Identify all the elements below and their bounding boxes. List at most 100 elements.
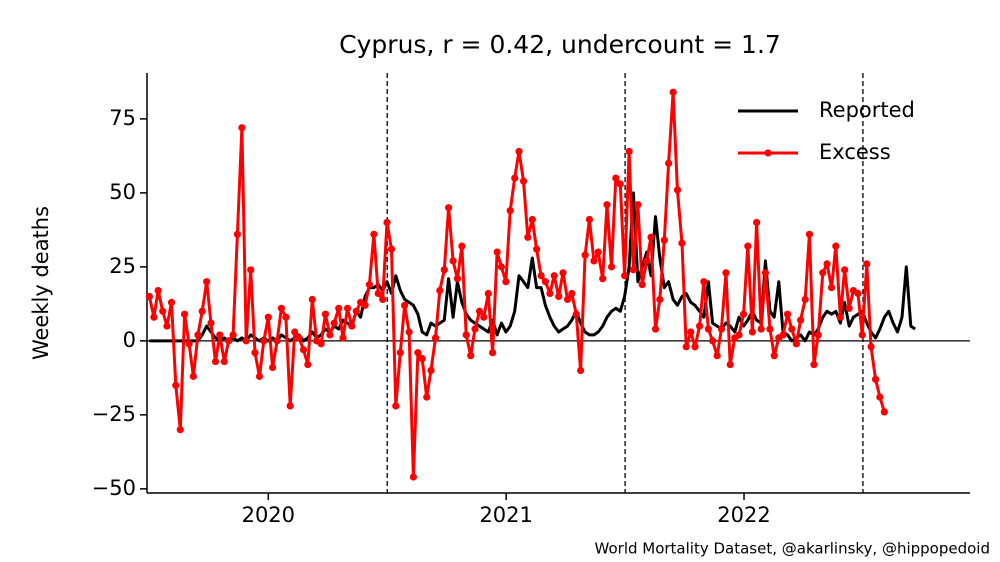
point bbox=[629, 266, 638, 274]
point bbox=[295, 334, 303, 342]
point bbox=[722, 269, 730, 277]
point bbox=[788, 325, 796, 333]
point bbox=[180, 310, 189, 318]
point bbox=[638, 281, 646, 289]
point bbox=[665, 159, 673, 167]
point bbox=[304, 360, 312, 369]
point bbox=[335, 304, 343, 312]
legend-label: Reported bbox=[819, 98, 915, 122]
y-tick-label: 25 bbox=[109, 254, 136, 278]
y-tick-label: 0 bbox=[123, 328, 136, 352]
point bbox=[577, 366, 585, 375]
point bbox=[515, 147, 523, 156]
point bbox=[352, 307, 360, 315]
point bbox=[647, 233, 655, 241]
point bbox=[194, 331, 202, 339]
point bbox=[761, 269, 770, 277]
point bbox=[361, 301, 369, 309]
point bbox=[401, 301, 409, 309]
point bbox=[599, 275, 607, 283]
point bbox=[801, 295, 809, 304]
point bbox=[634, 201, 642, 209]
point bbox=[431, 334, 440, 342]
point bbox=[317, 340, 325, 348]
point bbox=[348, 322, 356, 330]
point bbox=[669, 88, 677, 96]
point bbox=[827, 283, 836, 292]
point bbox=[581, 251, 589, 259]
point bbox=[409, 473, 418, 481]
point bbox=[207, 319, 215, 327]
point bbox=[757, 325, 765, 333]
point bbox=[436, 286, 444, 295]
point bbox=[238, 124, 246, 132]
point bbox=[563, 295, 572, 304]
point bbox=[423, 393, 431, 401]
point bbox=[418, 355, 426, 363]
point bbox=[185, 340, 193, 348]
point bbox=[603, 201, 611, 209]
point bbox=[695, 322, 704, 330]
point bbox=[251, 349, 259, 357]
point bbox=[458, 242, 466, 250]
point bbox=[726, 360, 734, 369]
point bbox=[326, 331, 334, 339]
point bbox=[370, 230, 378, 238]
point bbox=[871, 375, 880, 383]
point bbox=[819, 269, 827, 277]
x-tick-label: 2021 bbox=[479, 503, 532, 527]
point bbox=[282, 313, 290, 321]
point bbox=[167, 298, 176, 306]
point bbox=[462, 331, 470, 339]
point bbox=[273, 337, 281, 345]
point bbox=[770, 352, 778, 360]
point bbox=[616, 180, 624, 188]
point bbox=[805, 230, 814, 238]
point bbox=[497, 263, 506, 271]
point bbox=[735, 331, 743, 339]
point bbox=[299, 346, 308, 354]
y-tick-label: −50 bbox=[92, 476, 136, 500]
point bbox=[154, 286, 162, 295]
point bbox=[841, 266, 849, 274]
point bbox=[621, 272, 629, 280]
point bbox=[541, 278, 550, 286]
y-axis-label: Weekly deaths bbox=[29, 206, 53, 360]
point bbox=[704, 325, 712, 333]
point bbox=[308, 295, 316, 304]
point bbox=[480, 313, 488, 321]
point bbox=[550, 272, 558, 280]
point bbox=[845, 304, 853, 312]
point bbox=[506, 207, 514, 215]
point bbox=[176, 426, 184, 434]
point bbox=[216, 331, 224, 339]
point bbox=[374, 289, 382, 298]
point bbox=[691, 343, 699, 351]
point bbox=[673, 186, 682, 194]
point bbox=[585, 215, 594, 224]
point bbox=[682, 343, 690, 351]
point bbox=[163, 322, 171, 330]
point bbox=[779, 331, 787, 339]
point bbox=[766, 325, 774, 333]
point bbox=[440, 266, 448, 274]
point bbox=[880, 408, 888, 416]
point bbox=[484, 289, 492, 298]
point bbox=[475, 307, 484, 315]
point bbox=[396, 349, 404, 357]
point bbox=[700, 278, 708, 286]
point bbox=[625, 147, 633, 156]
point bbox=[876, 393, 884, 401]
point bbox=[810, 360, 818, 369]
point bbox=[159, 307, 167, 315]
point bbox=[255, 372, 264, 380]
point bbox=[229, 331, 237, 339]
point bbox=[533, 245, 541, 253]
point bbox=[651, 325, 660, 333]
chart-title: Cyprus, r = 0.42, undercount = 1.7 bbox=[339, 30, 781, 59]
point bbox=[427, 366, 435, 375]
point bbox=[339, 334, 347, 342]
point bbox=[832, 242, 840, 250]
point bbox=[744, 242, 752, 250]
